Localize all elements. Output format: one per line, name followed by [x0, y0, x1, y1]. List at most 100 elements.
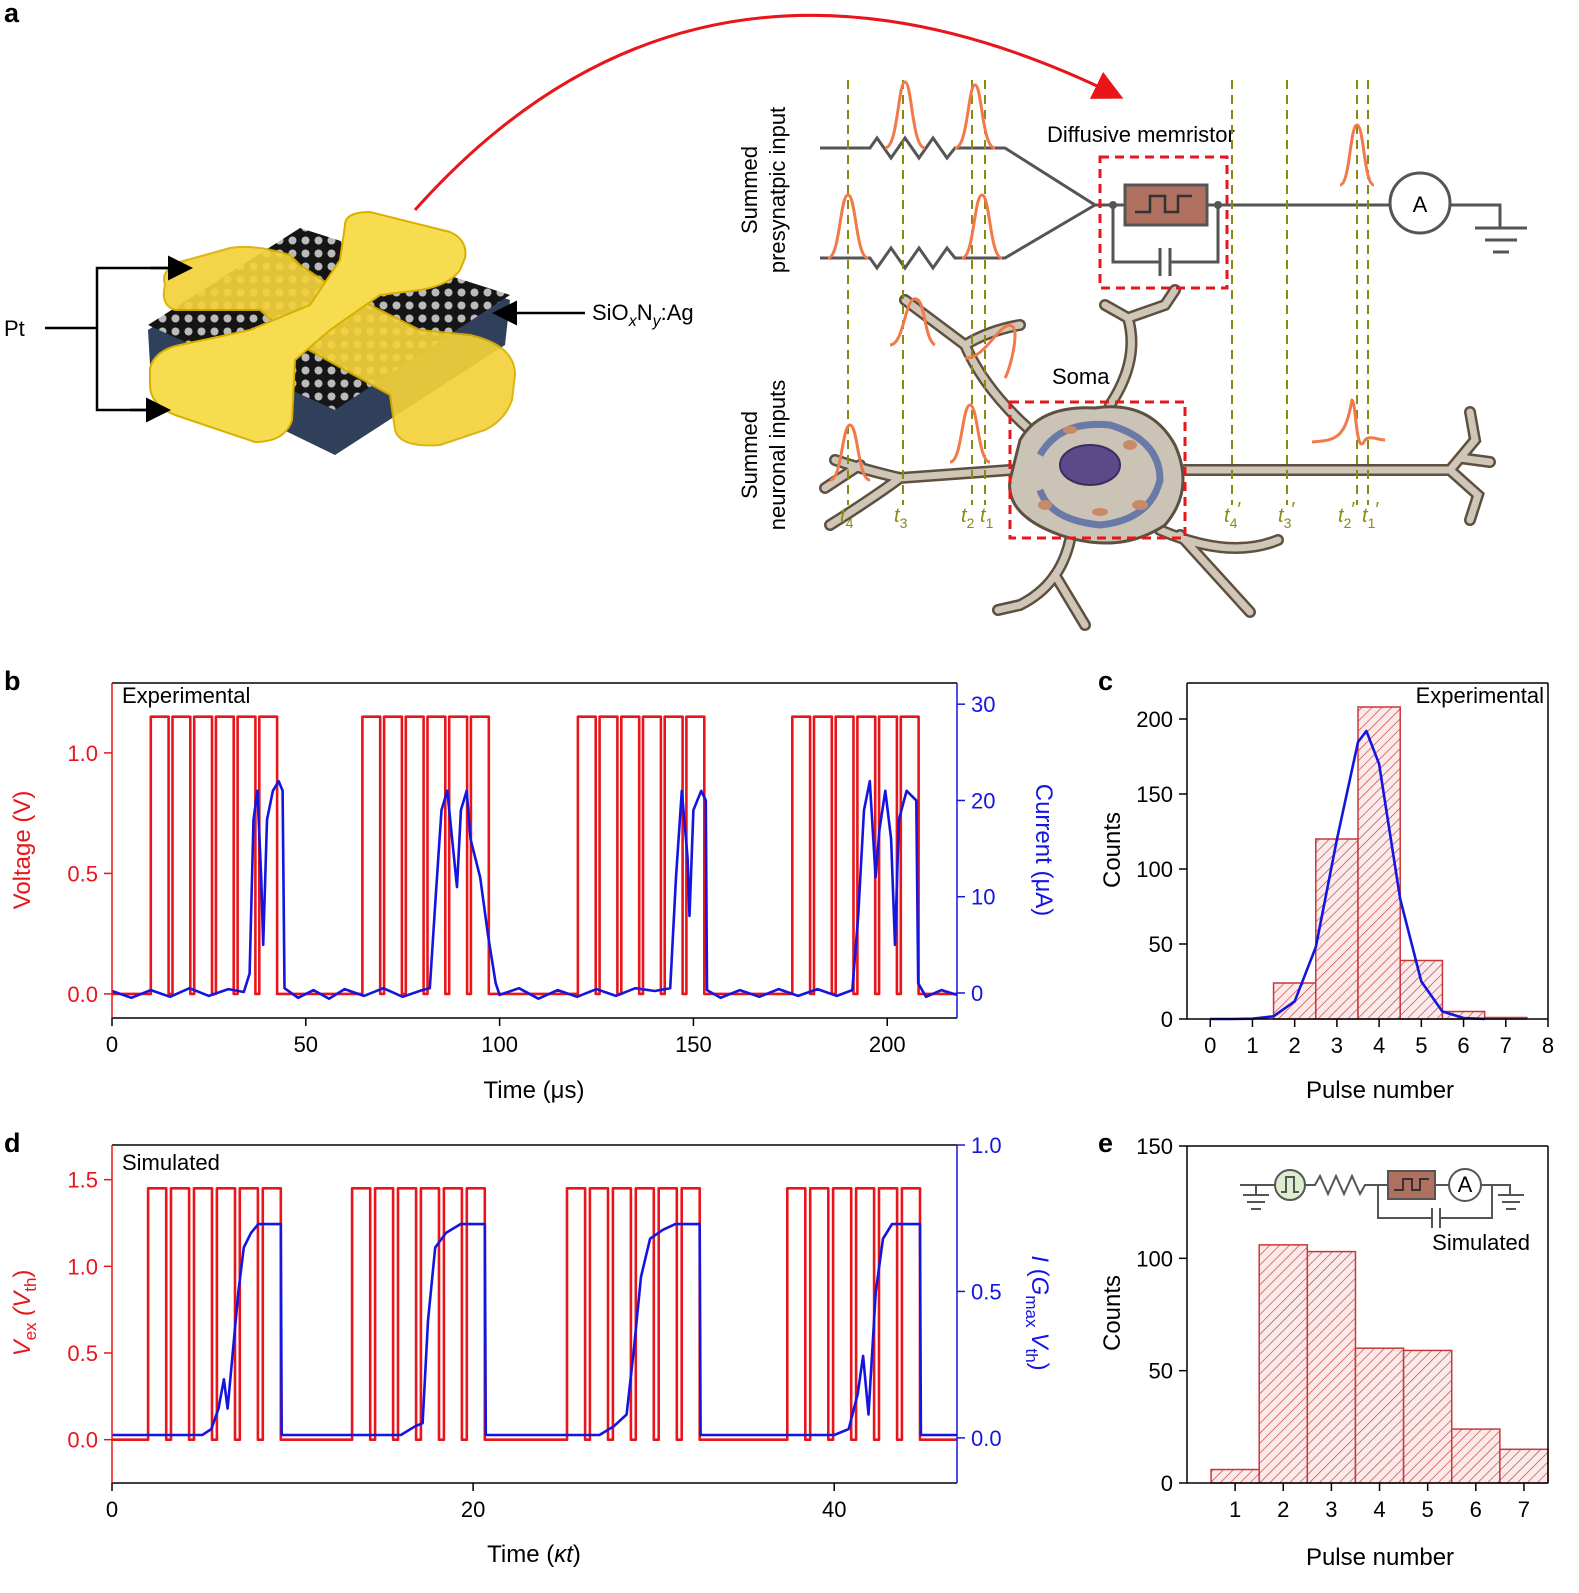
bar — [1315, 838, 1359, 1020]
y-tick-label: 0.0 — [67, 1428, 98, 1453]
y-tick-label: 1.5 — [67, 1168, 98, 1193]
y-tick-label: 0 — [1161, 1007, 1173, 1032]
electrode — [149, 210, 467, 444]
y-tick-label: 100 — [1136, 1246, 1173, 1271]
x-axis-label: Time (μs) — [484, 1077, 585, 1104]
spike — [827, 80, 1386, 482]
bar — [1210, 1468, 1260, 1484]
time-label: t4′ — [1224, 499, 1241, 531]
time-label: t3′ — [1278, 499, 1295, 531]
x-tick-label: 50 — [294, 1032, 318, 1057]
x-tick-label: 4 — [1373, 1497, 1385, 1522]
bar — [1258, 1244, 1309, 1484]
x-tick-label: 7 — [1518, 1497, 1530, 1522]
plot: 0 50 100 150 200 0.0 0.5 1.0 0 10 20 30 — [67, 682, 995, 1057]
ammeter — [1388, 171, 1452, 235]
y2-tick-label: 0 — [971, 981, 983, 1006]
x-tick-label: 1 — [1229, 1497, 1241, 1522]
y2-tick-label: 10 — [971, 885, 995, 910]
bar — [1354, 1347, 1405, 1484]
x-tick-label: 5 — [1422, 1497, 1434, 1522]
y-axis-label: Vex (Vth) — [9, 1270, 40, 1357]
y-tick-label: 1.0 — [67, 741, 98, 766]
organelle — [1063, 426, 1077, 434]
organelle — [1132, 500, 1148, 510]
y2-axis-label: Current (μA) — [1030, 784, 1057, 917]
y2-tick-label: 20 — [971, 788, 995, 813]
data-line — [112, 1222, 957, 1437]
y2-tick-label: 30 — [971, 692, 995, 717]
x-tick-label: 40 — [822, 1497, 846, 1522]
panel-label: e — [1098, 1128, 1113, 1158]
plot: 1 2 3 4 5 6 7 0 50 100 150 — [1136, 1134, 1549, 1522]
x-tick-label: 2 — [1289, 1033, 1301, 1058]
x-tick-label: 5 — [1415, 1033, 1427, 1058]
y2-tick-label: 1.0 — [971, 1133, 1002, 1158]
y-tick-label: 0.0 — [67, 982, 98, 1007]
bar — [1450, 1428, 1501, 1484]
neuron — [819, 284, 1496, 631]
x-axis-label: Time (κt) — [487, 1541, 581, 1568]
soma-box — [1008, 400, 1187, 540]
time-labels: t4 t3 t2 t1 t4′ t3′ t2′ t1′ — [840, 499, 1379, 531]
time-label: t4 — [840, 505, 854, 531]
y-axis-label: Voltage (V) — [9, 791, 36, 910]
memristor-box — [1098, 155, 1229, 290]
x-tick-label: 0 — [106, 1032, 118, 1057]
dendrite — [821, 286, 1494, 629]
y-tick-label: 0.5 — [67, 861, 98, 886]
time-label: t3 — [894, 505, 908, 531]
y-tick-label: 100 — [1136, 857, 1173, 882]
circuit-wire — [820, 135, 1527, 276]
y-tick-label: 50 — [1149, 1359, 1173, 1384]
data-line — [112, 715, 957, 996]
pulse-symbol — [1281, 1176, 1299, 1193]
x-tick-label: 20 — [461, 1497, 485, 1522]
y-tick-label: 150 — [1136, 782, 1173, 807]
x-tick-label: 1 — [1246, 1033, 1258, 1058]
ammeter-label: A — [1458, 1172, 1473, 1197]
y-tick-label: 200 — [1136, 707, 1173, 732]
x-tick-label: 2 — [1277, 1497, 1289, 1522]
organelle — [1038, 500, 1052, 510]
time-label: t1 — [980, 505, 994, 531]
time-label: t2′ — [1338, 499, 1355, 531]
time-label: t1′ — [1362, 499, 1379, 531]
nucleus — [1059, 444, 1121, 486]
y-axis-label: Counts — [1099, 1275, 1126, 1351]
bar — [1357, 706, 1401, 1020]
soma-label: Soma — [1052, 364, 1110, 389]
time-label: t2 — [961, 505, 975, 531]
x-tick-label: 150 — [675, 1032, 712, 1057]
ammeter — [1448, 1168, 1482, 1202]
bar — [1402, 1349, 1453, 1484]
y-tick-label: 1.0 — [67, 1254, 98, 1279]
plot: 0 20 40 0.0 0.5 1.0 1.5 0.0 0.5 1.0 — [67, 1133, 1001, 1522]
y2-axis-label: I (GmaxVth) — [1022, 1255, 1053, 1370]
x-tick-label: 200 — [869, 1032, 906, 1057]
x-tick-label: 0 — [106, 1497, 118, 1522]
plot: 0 1 2 3 4 5 6 7 8 0 50 100 150 200 — [1136, 682, 1554, 1058]
x-tick-label: 7 — [1500, 1033, 1512, 1058]
x-tick-label: 8 — [1542, 1033, 1554, 1058]
x-tick-label: 100 — [481, 1032, 518, 1057]
annotation: Experimental — [122, 683, 250, 708]
panel-label: d — [4, 1128, 21, 1158]
y-tick-label: 50 — [1149, 932, 1173, 957]
panel-label: b — [4, 666, 21, 696]
x-axis-label: Pulse number — [1306, 1077, 1454, 1104]
red-arrow — [413, 13, 1124, 211]
organelle — [1092, 508, 1108, 516]
neuronal-label: Summed neuronal inputs — [737, 380, 790, 530]
data-line — [111, 779, 958, 1000]
annotation: Simulated — [1432, 1230, 1530, 1255]
bar — [1399, 959, 1444, 1020]
x-tick-label: 0 — [1204, 1033, 1216, 1058]
memristor-label: Diffusive memristor — [1047, 122, 1235, 147]
y-axis-label: Counts — [1099, 812, 1126, 888]
presynaptic-label: Summed presynatpic input — [737, 107, 790, 273]
node — [1109, 201, 1117, 209]
ammeter-label: A — [1413, 192, 1428, 217]
x-tick-label: 4 — [1373, 1033, 1385, 1058]
